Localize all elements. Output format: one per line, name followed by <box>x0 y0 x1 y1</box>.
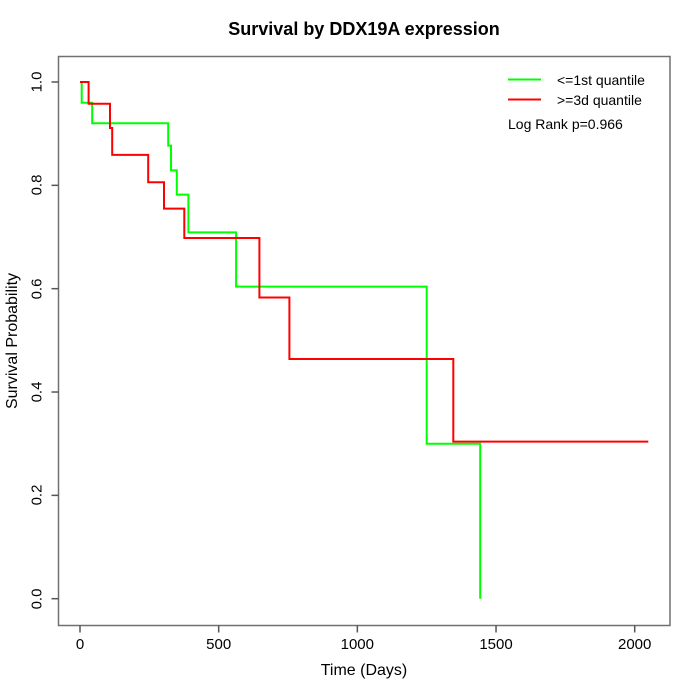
y-tick-label: 0.2 <box>28 484 46 506</box>
legend-label-low-expression: <=1st quantile <box>557 72 645 88</box>
logrank-pvalue: Log Rank p=0.966 <box>508 116 623 132</box>
km-curve-low-expression <box>80 81 482 599</box>
legend-label-high-expression: >=3d quantile <box>557 92 642 108</box>
plot-border <box>57 55 671 627</box>
x-tick-label: 0 <box>75 636 85 653</box>
x-tick-label: 2000 <box>618 636 652 653</box>
chart-title: Survival by DDX19A expression <box>228 19 500 39</box>
y-tick-label: 1.0 <box>28 71 46 93</box>
km-curve-high-expression <box>80 81 649 443</box>
y-tick-label: 0.0 <box>28 588 46 610</box>
x-axis-title: Time (Days) <box>320 662 408 679</box>
y-tick-label: 0.6 <box>28 278 46 300</box>
x-tick-label: 500 <box>206 636 232 653</box>
y-axis-title: Survival Probability <box>4 272 21 410</box>
y-tick-label: 0.8 <box>28 174 46 196</box>
y-tick-label: 0.4 <box>28 381 46 403</box>
x-tick-label: 1500 <box>479 636 513 653</box>
x-tick-label: 1000 <box>340 636 374 653</box>
